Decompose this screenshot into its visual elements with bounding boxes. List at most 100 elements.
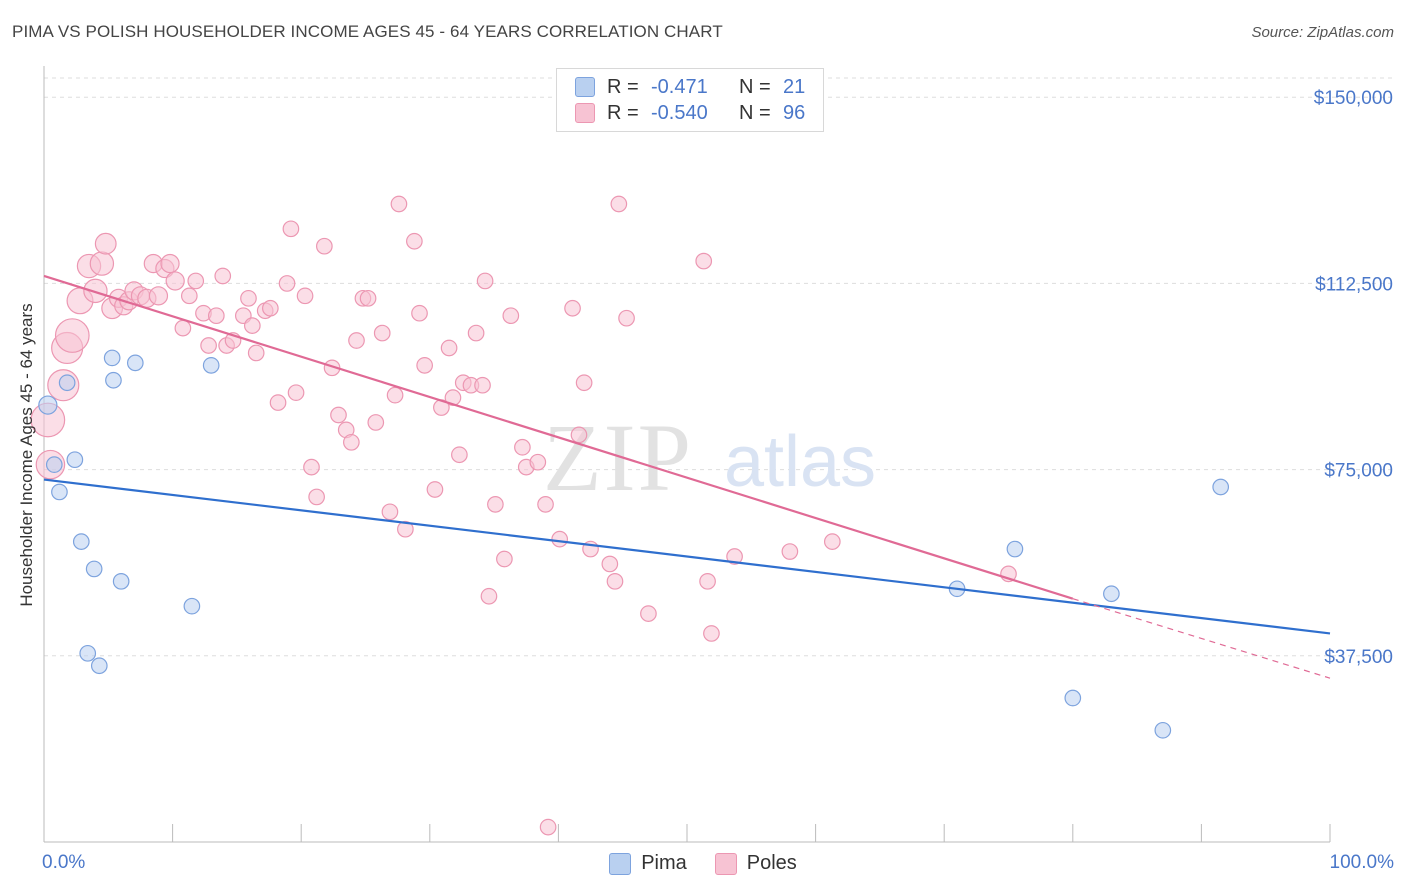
- poles-trend-line: [43, 274, 1074, 600]
- poles-point: [699, 572, 716, 590]
- legend-label-pima: Pima: [641, 852, 687, 874]
- pima-point: [105, 371, 122, 389]
- r-label: R =: [607, 75, 639, 98]
- pima-point: [202, 357, 220, 374]
- poles-point: [373, 324, 391, 342]
- poles-point: [83, 278, 108, 304]
- poles-point: [247, 344, 265, 362]
- poles-point: [502, 307, 520, 325]
- r-value: -0.540: [651, 101, 708, 124]
- pima-point: [1064, 689, 1082, 707]
- poles-point: [426, 481, 444, 498]
- poles-point: [187, 272, 205, 290]
- poles-point: [390, 195, 408, 213]
- poles-point: [406, 232, 423, 250]
- poles-point: [269, 394, 287, 411]
- poles-point: [207, 307, 225, 325]
- poles-point: [174, 319, 192, 337]
- poles-point: [348, 332, 365, 349]
- poles-point: [386, 386, 404, 404]
- y-tick-label: $75,000: [1324, 461, 1393, 482]
- poles-point: [160, 253, 180, 274]
- pima-point: [72, 533, 90, 550]
- trend-lines: [43, 274, 1331, 679]
- pima-point: [45, 456, 63, 473]
- r-label: R =: [607, 101, 639, 124]
- tick-labels: $37,500 $75,000 $112,500 $150,000 0.0% 100.0%: [42, 88, 1394, 873]
- x-tick-label-max: 100.0%: [1330, 852, 1395, 873]
- n-label: N =: [739, 75, 771, 98]
- correlation-legend: R = -0.471 N = 21 R = -0.540 N = 96: [556, 68, 824, 132]
- poles-point: [514, 438, 531, 456]
- poles-trend-extension: [1072, 598, 1331, 679]
- pima-point: [1006, 540, 1024, 558]
- poles-point: [695, 252, 713, 270]
- poles-point: [487, 496, 504, 513]
- poles-point: [287, 384, 305, 402]
- poles-point: [94, 232, 117, 255]
- poles-point: [570, 426, 588, 444]
- poles-point: [537, 496, 554, 513]
- poles-point: [330, 406, 347, 424]
- poles-point: [343, 433, 360, 451]
- poles-point: [54, 318, 90, 353]
- poles-point: [476, 272, 494, 290]
- poles-point: [367, 414, 385, 431]
- poles-point: [703, 625, 720, 642]
- poles-swatch: [714, 852, 737, 875]
- poles-points: [30, 195, 1017, 836]
- y-axis-label: Householder Income Ages 45 - 64 years: [17, 303, 36, 606]
- poles-point: [416, 357, 433, 374]
- pima-point: [38, 395, 58, 415]
- poles-point: [496, 550, 513, 568]
- poles-point: [296, 287, 314, 305]
- poles-point: [601, 555, 619, 573]
- axes: [43, 66, 1331, 843]
- pima-swatch: [609, 852, 632, 875]
- watermark: ZIP atlas: [543, 404, 876, 511]
- legend-item-poles[interactable]: Poles: [714, 852, 797, 875]
- poles-point: [467, 324, 485, 342]
- poles-swatch: [575, 103, 595, 123]
- series-legend: Pima Poles: [0, 852, 1406, 875]
- y-tick-label: $112,500: [1315, 274, 1393, 295]
- pima-point: [183, 597, 201, 615]
- source-label: Source: ZipAtlas.com: [1251, 24, 1394, 41]
- poles-point: [726, 548, 743, 565]
- pima-point: [85, 560, 103, 578]
- poles-point: [165, 271, 185, 291]
- poles-point: [618, 309, 635, 327]
- pima-point: [1154, 721, 1172, 739]
- poles-point: [282, 220, 300, 238]
- poles-point: [451, 446, 468, 464]
- poles-point: [180, 287, 198, 305]
- pima-point: [90, 657, 108, 675]
- poles-point: [243, 317, 261, 334]
- poles-point: [610, 195, 628, 213]
- poles-point: [823, 533, 841, 550]
- poles-point: [640, 605, 657, 622]
- poles-point: [440, 339, 458, 357]
- pima-point: [79, 644, 97, 662]
- legend-item-pima[interactable]: Pima: [609, 852, 687, 875]
- grid-lines: [44, 77, 1395, 657]
- poles-point: [575, 374, 593, 392]
- poles-point: [411, 304, 428, 322]
- poles-point: [240, 289, 257, 307]
- poles-point: [308, 488, 325, 506]
- pima-point: [1103, 585, 1120, 603]
- poles-point: [200, 337, 217, 354]
- poles-point: [474, 376, 491, 394]
- poles-point: [397, 520, 414, 538]
- legend-row-pima: R = -0.471 N = 21: [575, 74, 805, 100]
- y-tick-label: $150,000: [1314, 88, 1393, 109]
- poles-point: [316, 237, 333, 255]
- poles-point: [359, 289, 377, 307]
- poles-point: [551, 530, 569, 548]
- pima-trend-line: [43, 478, 1331, 635]
- chart-title: PIMA VS POLISH HOUSEHOLDER INCOME AGES 4…: [12, 22, 723, 41]
- poles-point: [148, 286, 169, 306]
- pima-point: [103, 349, 121, 367]
- poles-point: [529, 453, 547, 471]
